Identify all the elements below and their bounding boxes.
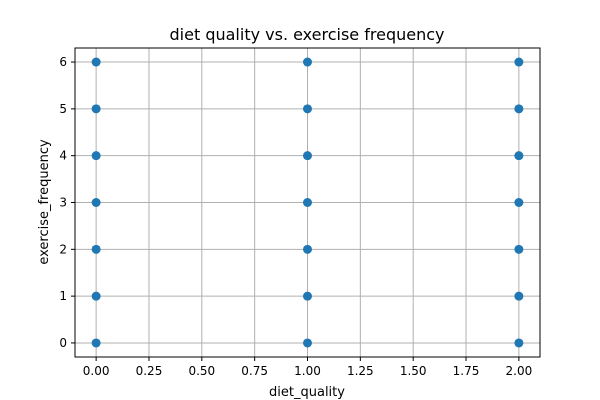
data-points xyxy=(91,57,524,348)
scatter-point xyxy=(514,291,524,301)
x-tick-label: 0.25 xyxy=(136,364,163,378)
x-tick-label: 1.00 xyxy=(294,364,321,378)
x-tick-label: 2.00 xyxy=(506,364,533,378)
y-axis-label: exercise_frequency xyxy=(37,139,52,265)
scatter-point xyxy=(303,57,312,67)
y-tick-label: 4 xyxy=(59,149,67,163)
scatter-point xyxy=(514,244,524,254)
scatter-point xyxy=(303,104,312,114)
scatter-point xyxy=(303,151,312,161)
scatter-point xyxy=(303,244,312,254)
x-tick-label: 1.50 xyxy=(400,364,427,378)
x-tick-label: 1.25 xyxy=(347,364,374,378)
scatter-point xyxy=(514,104,524,114)
scatter-point xyxy=(303,291,312,301)
y-tick-label: 1 xyxy=(59,289,67,303)
scatter-point xyxy=(91,198,101,207)
axis-ticks: 0.00 0.25 0.50 0.75 1.00 1.25 1.50 1.75 2.00 0 1 2 3… xyxy=(59,55,532,378)
scatter-point xyxy=(514,198,524,207)
x-axis-label: diet_quality xyxy=(269,385,345,400)
y-tick-label: 0 xyxy=(59,336,67,350)
scatter-point xyxy=(91,338,101,348)
x-tick-label: 1.75 xyxy=(453,364,480,378)
scatter-point xyxy=(514,151,524,161)
x-tick-label: 0.75 xyxy=(241,364,268,378)
scatter-point xyxy=(303,338,312,348)
y-tick-label: 3 xyxy=(59,196,67,210)
y-tick-label: 2 xyxy=(59,242,67,256)
scatter-point xyxy=(91,151,101,161)
x-tick-label: 0.00 xyxy=(83,364,110,378)
scatter-point xyxy=(91,104,101,114)
y-tick-label: 5 xyxy=(59,102,67,116)
chart-title: diet quality vs. exercise frequency xyxy=(170,25,445,44)
y-tick-label: 6 xyxy=(59,55,67,69)
scatter-point xyxy=(91,244,101,254)
x-tick-label: 0.50 xyxy=(188,364,215,378)
scatter-point xyxy=(514,57,524,67)
scatter-point xyxy=(303,198,312,207)
scatter-point xyxy=(91,291,101,301)
scatter-point xyxy=(514,338,524,348)
scatter-point xyxy=(91,57,101,67)
